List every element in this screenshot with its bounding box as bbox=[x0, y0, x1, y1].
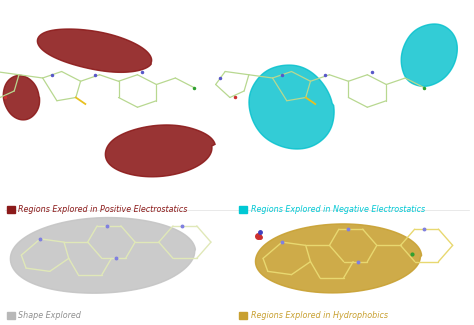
Polygon shape bbox=[255, 224, 421, 293]
Polygon shape bbox=[37, 29, 152, 72]
Polygon shape bbox=[105, 125, 215, 177]
Polygon shape bbox=[401, 24, 457, 86]
Polygon shape bbox=[249, 65, 334, 149]
Bar bbox=[239, 206, 247, 213]
Polygon shape bbox=[10, 217, 195, 293]
Text: Shape Explored: Shape Explored bbox=[18, 311, 82, 320]
Polygon shape bbox=[3, 75, 40, 120]
Bar bbox=[239, 312, 247, 318]
Text: Regions Explored in Negative Electrostatics: Regions Explored in Negative Electrostat… bbox=[251, 205, 425, 214]
Text: Regions Explored in Hydrophobics: Regions Explored in Hydrophobics bbox=[251, 311, 388, 320]
Bar bbox=[7, 206, 15, 213]
Bar bbox=[7, 312, 15, 318]
Text: Regions Explored in Positive Electrostatics: Regions Explored in Positive Electrostat… bbox=[18, 205, 188, 214]
